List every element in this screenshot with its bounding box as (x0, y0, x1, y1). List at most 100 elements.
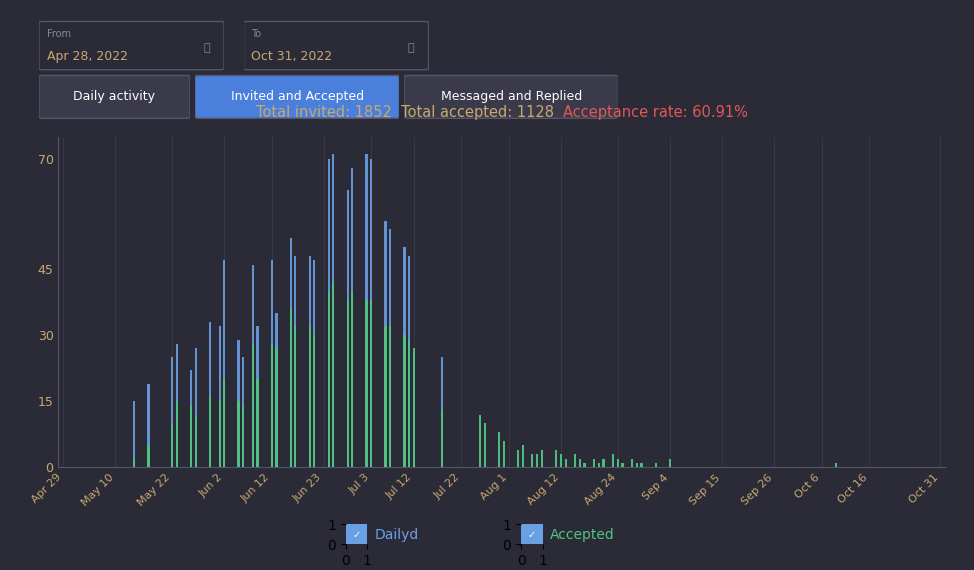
Bar (370, 159, 372, 467)
Bar (294, 327, 296, 467)
FancyBboxPatch shape (404, 75, 618, 119)
Text: 📅: 📅 (204, 43, 209, 53)
Text: ✓: ✓ (528, 530, 536, 540)
Text: Messaged and Replied: Messaged and Replied (440, 91, 582, 103)
FancyBboxPatch shape (520, 523, 543, 545)
Bar (276, 313, 278, 467)
Bar (655, 463, 656, 467)
Bar (251, 344, 254, 467)
FancyBboxPatch shape (195, 75, 399, 119)
Text: To: To (251, 29, 261, 39)
Bar (332, 282, 334, 467)
Bar (403, 335, 405, 467)
Bar (195, 348, 197, 467)
Bar (352, 291, 354, 467)
Bar (370, 300, 372, 467)
Bar (365, 300, 367, 467)
Bar (289, 309, 292, 467)
Bar (583, 463, 585, 467)
Bar (209, 322, 211, 467)
Bar (238, 401, 240, 467)
FancyBboxPatch shape (39, 75, 190, 119)
Bar (190, 406, 192, 467)
Bar (195, 414, 197, 467)
Bar (636, 463, 638, 467)
Bar (223, 379, 225, 467)
Bar (621, 463, 623, 467)
Bar (617, 459, 618, 467)
Bar (565, 459, 567, 467)
Text: ✓: ✓ (353, 530, 360, 540)
Bar (276, 348, 278, 467)
Text: Oct 31, 2022: Oct 31, 2022 (251, 50, 332, 63)
Bar (147, 384, 150, 467)
Text: Accepted: Accepted (550, 528, 615, 542)
Bar (218, 327, 221, 467)
Bar (176, 401, 178, 467)
Bar (532, 454, 534, 467)
Bar (289, 238, 292, 467)
Bar (484, 424, 486, 467)
Bar (256, 327, 258, 467)
Bar (560, 454, 562, 467)
Text: Apr 28, 2022: Apr 28, 2022 (47, 50, 128, 63)
Bar (171, 424, 173, 467)
Bar (640, 463, 643, 467)
Bar (408, 340, 410, 467)
Text: Total invited: 1852  Total accepted: 1128: Total invited: 1852 Total accepted: 1128 (255, 105, 563, 120)
Bar (238, 340, 240, 467)
Bar (413, 353, 415, 467)
Bar (309, 327, 311, 467)
FancyBboxPatch shape (39, 22, 224, 70)
Bar (347, 300, 349, 467)
Bar (332, 154, 334, 467)
Bar (171, 357, 173, 467)
FancyBboxPatch shape (345, 523, 368, 545)
Bar (536, 454, 539, 467)
Bar (271, 344, 273, 467)
Bar (555, 450, 557, 467)
Bar (479, 414, 481, 467)
Text: Daily activity: Daily activity (73, 91, 156, 103)
Bar (243, 406, 244, 467)
Bar (385, 327, 387, 467)
Bar (314, 260, 316, 467)
Bar (631, 459, 633, 467)
Bar (390, 327, 392, 467)
Text: Acceptance rate: 60.91%: Acceptance rate: 60.91% (563, 105, 748, 120)
Bar (309, 256, 311, 467)
Bar (541, 450, 543, 467)
Bar (133, 459, 135, 467)
Bar (347, 190, 349, 467)
Bar (133, 401, 135, 467)
Bar (327, 159, 329, 467)
Bar (256, 379, 258, 467)
Bar (209, 397, 211, 467)
Text: 📅: 📅 (408, 43, 414, 53)
Bar (593, 459, 595, 467)
Bar (441, 357, 443, 467)
Bar (176, 344, 178, 467)
Bar (441, 410, 443, 467)
Bar (327, 291, 329, 467)
Bar (385, 221, 387, 467)
Bar (365, 154, 367, 467)
Bar (669, 459, 671, 467)
Bar (190, 370, 192, 467)
Bar (498, 432, 501, 467)
Bar (579, 459, 581, 467)
Bar (218, 401, 221, 467)
Bar (612, 454, 614, 467)
Bar (503, 441, 506, 467)
Bar (408, 256, 410, 467)
Text: Invited and Accepted: Invited and Accepted (231, 91, 363, 103)
Bar (835, 463, 837, 467)
Bar (251, 264, 254, 467)
Bar (223, 260, 225, 467)
Bar (390, 229, 392, 467)
Bar (574, 454, 577, 467)
Text: From: From (47, 29, 71, 39)
Bar (352, 168, 354, 467)
Bar (598, 463, 600, 467)
Bar (517, 450, 519, 467)
